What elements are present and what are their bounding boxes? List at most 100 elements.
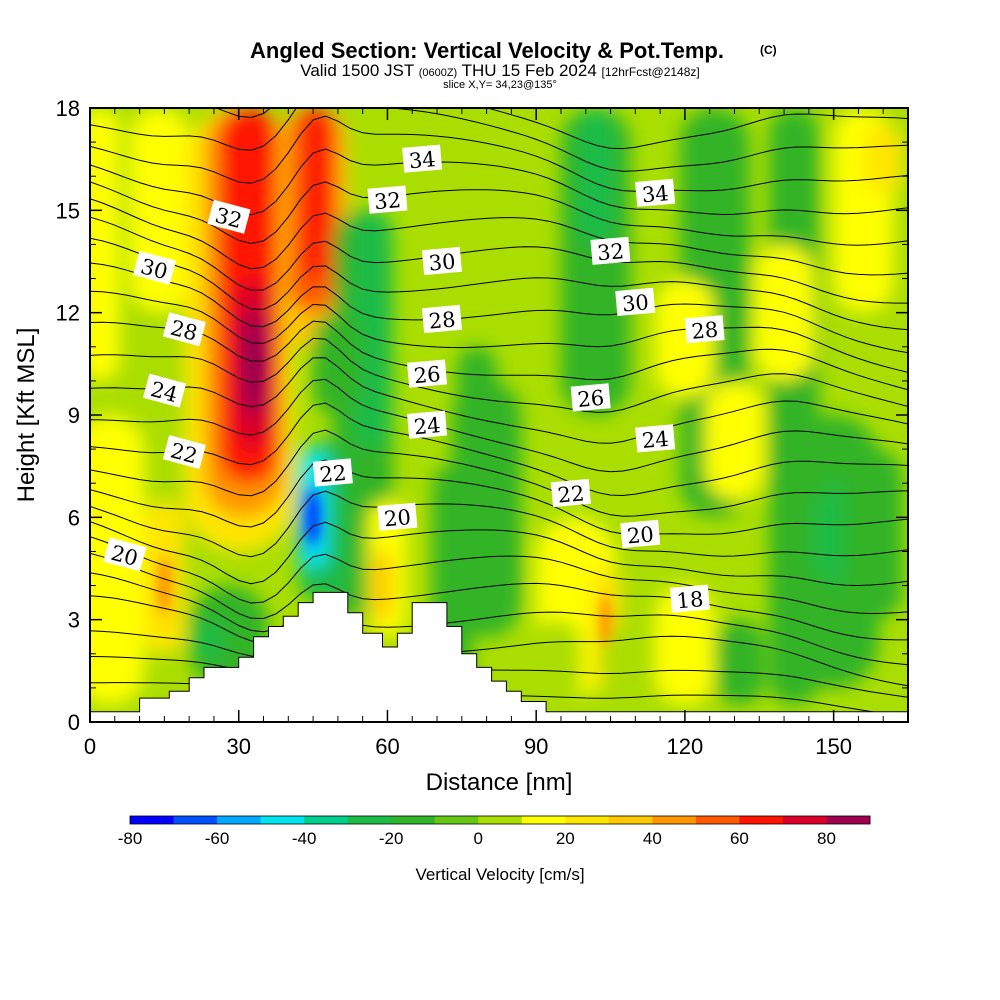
colorbar: -80 -60 -40 -20 0 20 40 60 80 — [118, 815, 871, 848]
colorbar-swatch — [521, 816, 566, 824]
colorbar-tick-label: -60 — [205, 829, 230, 848]
theta-label: 32 — [590, 236, 631, 265]
theta-label-bg — [377, 502, 418, 531]
velocity-cell — [531, 619, 581, 705]
colorbar-swatch — [217, 816, 262, 824]
theta-contour — [90, 320, 908, 391]
theta-label-text: 32 — [373, 188, 402, 214]
theta-label: 22 — [162, 435, 206, 470]
theta-label-bg — [570, 383, 611, 412]
colorbar-swatch — [782, 816, 827, 824]
theta-label: 20 — [377, 502, 418, 531]
theta-label-text: 26 — [576, 386, 605, 412]
theta-label-bg — [421, 246, 462, 276]
theta-contour — [90, 378, 908, 473]
theta-label-text: 28 — [690, 318, 719, 344]
theta-contour — [90, 552, 908, 641]
theta-label-bg — [407, 410, 448, 439]
colorbar-label: Vertical Velocity [cm/s] — [415, 865, 584, 884]
theta-label-bg — [402, 144, 443, 173]
velocity-core — [158, 559, 171, 612]
title-mark: (C) — [760, 43, 777, 57]
theta-label-text: 18 — [676, 587, 705, 613]
colorbar-swatch — [347, 816, 392, 824]
x-tick-label: 60 — [375, 734, 399, 759]
theta-label-text: 20 — [383, 505, 412, 531]
theta-contour — [90, 108, 908, 172]
colorbar-frame — [129, 815, 871, 825]
colorbar-tick-label: -80 — [118, 829, 143, 848]
theta-label-bg — [550, 478, 591, 508]
colorbar-tick-label: 80 — [817, 829, 836, 848]
terrain — [90, 591, 908, 722]
y-tick-label: 9 — [68, 403, 80, 428]
theta-label-bg — [207, 199, 251, 234]
theta-label: 30 — [421, 246, 462, 276]
colorbar-swatch — [608, 816, 653, 824]
colorbar-swatch — [565, 816, 610, 824]
theta-label-bg — [635, 424, 676, 453]
theta-label: 24 — [142, 373, 187, 408]
colorbar-tick-label: 20 — [556, 829, 575, 848]
x-tick-label: 30 — [226, 734, 250, 759]
colorbar-tick-label: -40 — [292, 829, 317, 848]
theta-contour — [90, 216, 908, 304]
velocity-core — [247, 337, 260, 390]
theta-contour — [90, 429, 908, 517]
x-axis-label: Distance [nm] — [426, 769, 573, 796]
colorbar-tick-label: 60 — [730, 829, 749, 848]
y-tick-label: 0 — [68, 710, 80, 735]
colorbar-swatch — [391, 816, 436, 824]
theta-contour — [90, 572, 908, 666]
theta-label: 22 — [312, 458, 353, 487]
x-tick-label: 90 — [524, 734, 548, 759]
theta-contour — [90, 290, 908, 373]
theta-label: 34 — [402, 144, 443, 173]
colorbar-swatch — [434, 816, 479, 824]
theta-label: 18 — [669, 584, 710, 613]
theta-label-bg — [669, 584, 710, 613]
velocity-core — [600, 593, 611, 646]
colorbar-swatch — [130, 816, 175, 824]
y-tick-label: 3 — [68, 608, 80, 633]
velocity-core — [305, 491, 321, 544]
theta-label: 20 — [620, 519, 661, 549]
theta-label-text: 28 — [428, 307, 457, 333]
colorbar-swatch — [260, 816, 305, 824]
theta-label-text: 22 — [319, 461, 348, 487]
velocity-cell — [714, 619, 765, 705]
colorbar-swatch — [304, 816, 349, 824]
theta-contour — [90, 630, 908, 698]
theta-label-bg — [367, 185, 408, 214]
theta-contour — [214, 108, 908, 150]
colorbar-tick-label: 40 — [643, 829, 662, 848]
theta-label-bg — [312, 458, 353, 487]
theta-contour — [90, 402, 908, 497]
velocity-cell — [843, 449, 904, 620]
colorbar-swatch — [652, 816, 697, 824]
theta-label: 30 — [132, 250, 177, 285]
y-tick-label: 6 — [68, 505, 80, 530]
terrain-silhouette — [90, 591, 908, 722]
theta-label: 24 — [407, 410, 448, 439]
theta-contour — [90, 198, 908, 276]
velocity-cell — [352, 210, 393, 450]
subtitle-part3: THU 15 Feb 2024 — [457, 61, 601, 80]
chart-subtitle: Valid 1500 JST (0600Z) THU 15 Feb 2024 [… — [300, 61, 700, 80]
velocity-cell — [456, 346, 497, 552]
colorbar-tick-label: 0 — [474, 829, 483, 848]
x-tick-label: 120 — [667, 734, 704, 759]
theta-contour — [90, 595, 908, 687]
theta-label-text: 22 — [557, 481, 586, 507]
theta-contour — [90, 337, 908, 413]
theta-label-bg — [684, 315, 725, 344]
theta-label-bg — [103, 537, 147, 572]
slice-info: slice X,Y= 34,23@135° — [443, 79, 557, 91]
velocity-cell — [313, 312, 363, 415]
theta-label-text: 34 — [641, 181, 670, 207]
theta-label-bg — [620, 519, 661, 549]
theta-contour — [90, 237, 908, 331]
x-tick-label: 0 — [84, 734, 96, 759]
velocity-cell — [194, 619, 224, 661]
colorbar-swatch — [826, 816, 871, 824]
